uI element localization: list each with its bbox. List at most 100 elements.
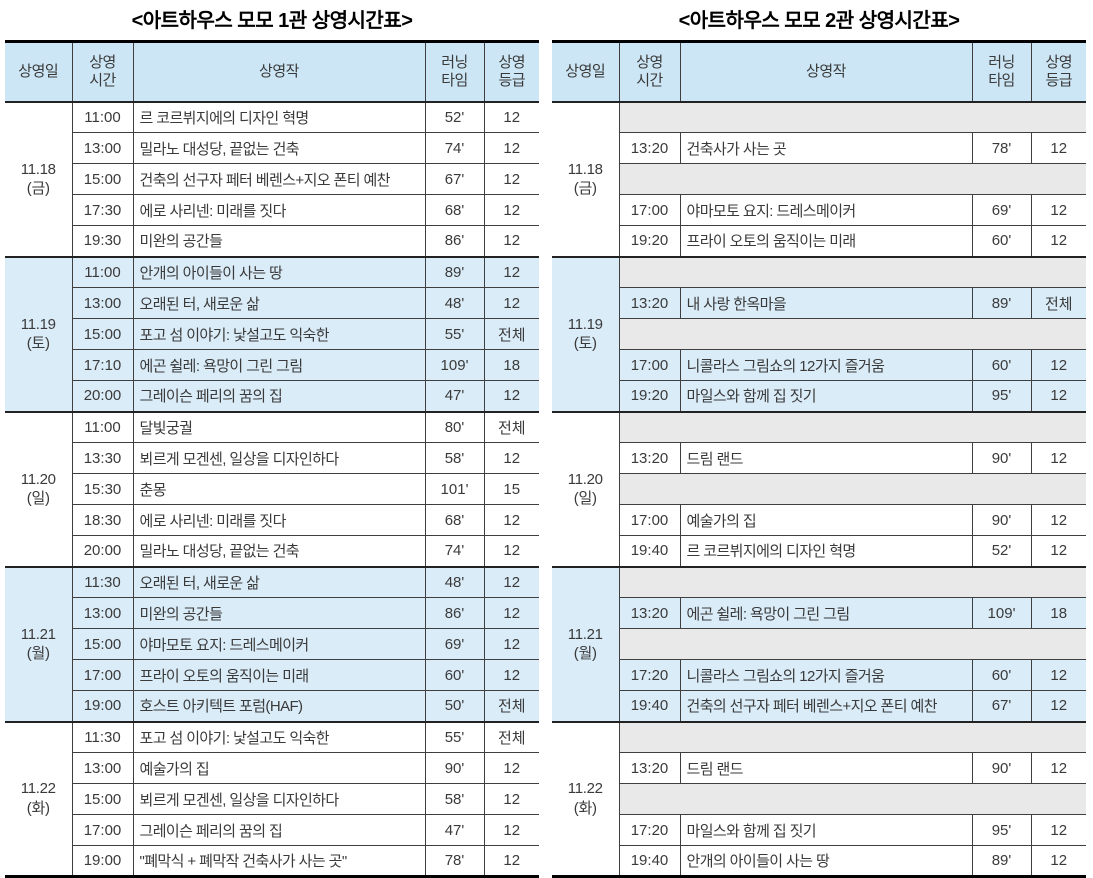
time-cell: 17:20 (618, 659, 681, 691)
screening-row: 19:40 건축의 선구자 페터 베렌스+지오 폰티 예찬 67' 12 (552, 690, 1086, 722)
film-title-cell: 르 코르뷔지에의 디자인 혁명 (132, 100, 426, 133)
header-film: 상영작 (132, 41, 426, 103)
time-cell: 19:00 (71, 845, 134, 877)
runtime-cell: 67' (971, 690, 1032, 722)
time-cell: 20:00 (71, 380, 134, 412)
time-cell: 17:00 (618, 504, 681, 536)
rating-cell: 12 (483, 845, 539, 877)
screening-row: 17:30 에로 사리넨: 미래를 짓다 68' 12 (5, 194, 539, 226)
screening-row: 13:20 에곤 쉴레: 욕망이 그린 그림 109' 18 (552, 597, 1086, 629)
runtime-cell: 50' (424, 690, 485, 722)
theater1-header-row: 상영일 상영 시간 상영작 러닝 타임 상영 등급 (5, 41, 539, 103)
runtime-cell: 86' (424, 225, 485, 257)
empty-slot-row (552, 628, 1086, 660)
runtime-cell: 90' (971, 442, 1032, 474)
time-cell: 13:00 (71, 597, 134, 629)
film-title-cell: 야마모토 요지: 드레스메이커 (679, 194, 973, 226)
runtime-cell: 67' (424, 163, 485, 195)
runtime-cell: 95' (971, 380, 1032, 412)
empty-slot-row (552, 783, 1086, 815)
rating-cell: 12 (483, 628, 539, 660)
film-title-cell: 호스트 아키텍트 포럼(HAF) (132, 690, 426, 722)
time-cell: 19:40 (618, 845, 681, 877)
empty-slot-cell (618, 255, 1086, 288)
rating-cell: 12 (1030, 690, 1086, 722)
time-cell: 17:00 (618, 194, 681, 226)
runtime-cell: 52' (971, 535, 1032, 567)
screening-row: 15:00 뵈르게 모겐센, 일상을 디자인하다 58' 12 (5, 783, 539, 815)
runtime-cell: 52' (424, 100, 485, 133)
empty-slot-row: 11.21 (월) (552, 565, 1086, 722)
screening-row: 19:40 안개의 아이들이 사는 땅 89' 12 (552, 845, 1086, 877)
screening-row: 15:00 야마모토 요지: 드레스메이커 69' 12 (5, 628, 539, 660)
runtime-cell: 60' (971, 659, 1032, 691)
date-cell: 11.22 (화) (5, 720, 73, 877)
film-title-cell: 예술가의 집 (679, 504, 973, 536)
screening-row: 19:30 미완의 공간들 86' 12 (5, 225, 539, 257)
theater1-timetable: 상영일 상영 시간 상영작 러닝 타임 상영 등급 11.18 (금) 11:00… (5, 40, 539, 878)
film-title-cell: "폐막식 + 폐막작 건축사가 사는 곳" (132, 845, 426, 877)
film-title-cell: 에곤 쉴레: 욕망이 그린 그림 (679, 597, 973, 629)
screening-row: 19:20 프라이 오토의 움직이는 미래 60' 12 (552, 225, 1086, 257)
runtime-cell: 101' (424, 473, 485, 505)
runtime-cell: 90' (424, 752, 485, 784)
time-cell: 13:00 (71, 287, 134, 319)
film-title-cell: 프라이 오토의 움직이는 미래 (132, 659, 426, 691)
screening-row: 11.19 (토) 11:00 안개의 아이들이 사는 땅 89' 12 (5, 255, 539, 412)
runtime-cell: 89' (971, 287, 1032, 319)
time-cell: 13:20 (618, 752, 681, 784)
rating-cell: 12 (1030, 380, 1086, 412)
film-title-cell: 그레이슨 페리의 꿈의 집 (132, 380, 426, 412)
screening-row: 17:20 마일스와 함께 집 짓기 95' 12 (552, 814, 1086, 846)
time-cell: 13:00 (71, 132, 134, 164)
time-cell: 15:00 (71, 163, 134, 195)
screening-row: 15:00 포고 섬 이야기: 낯설고도 익숙한 55' 전체 (5, 318, 539, 350)
screening-row: 19:20 마일스와 함께 집 짓기 95' 12 (552, 380, 1086, 412)
screening-row: 15:30 춘몽 101' 15 (5, 473, 539, 505)
empty-slot-row: 11.22 (화) (552, 720, 1086, 877)
rating-cell: 15 (483, 473, 539, 505)
film-title-cell: 오래된 터, 새로운 삶 (132, 287, 426, 319)
time-cell: 11:30 (71, 565, 134, 598)
header-rating: 상영 등급 (483, 41, 539, 103)
time-cell: 15:30 (71, 473, 134, 505)
screening-row: 18:30 에로 사리넨: 미래를 짓다 68' 12 (5, 504, 539, 536)
film-title-cell: 미완의 공간들 (132, 225, 426, 257)
time-cell: 17:10 (71, 349, 134, 381)
header-rating: 상영 등급 (1030, 41, 1086, 103)
runtime-cell: 55' (424, 318, 485, 350)
runtime-cell: 60' (424, 659, 485, 691)
time-cell: 13:20 (618, 132, 681, 164)
rating-cell: 12 (483, 380, 539, 412)
screening-row: 11.18 (금) 11:00 르 코르뷔지에의 디자인 혁명 52' 12 (5, 100, 539, 257)
rating-cell: 12 (483, 132, 539, 164)
screening-row: 11.22 (화) 11:30 포고 섬 이야기: 낯설고도 익숙한 55' 전체 (5, 720, 539, 877)
empty-slot-row: 11.18 (금) (552, 100, 1086, 257)
empty-slot-row: 11.19 (토) (552, 255, 1086, 412)
film-title-cell: 안개의 아이들이 사는 땅 (132, 255, 426, 288)
screening-row: 13:30 뵈르게 모겐센, 일상을 디자인하다 58' 12 (5, 442, 539, 474)
screening-row: 13:20 드림 랜드 90' 12 (552, 752, 1086, 784)
theater2-timetable: 상영일 상영 시간 상영작 러닝 타임 상영 등급 11.18 (금) 13:20… (552, 40, 1086, 878)
film-title-cell: 춘몽 (132, 473, 426, 505)
screening-row: 13:00 오래된 터, 새로운 삶 48' 12 (5, 287, 539, 319)
time-cell: 17:00 (618, 349, 681, 381)
empty-slot-row (552, 318, 1086, 350)
screening-row: 13:20 드림 랜드 90' 12 (552, 442, 1086, 474)
screening-row: 17:00 그레이슨 페리의 꿈의 집 47' 12 (5, 814, 539, 846)
rating-cell: 12 (1030, 659, 1086, 691)
theater2-title: <아트하우스 모모 2관 상영시간표> (678, 10, 960, 32)
rating-cell: 12 (1030, 752, 1086, 784)
runtime-cell: 78' (971, 132, 1032, 164)
time-cell: 19:00 (71, 690, 134, 722)
time-cell: 17:00 (71, 659, 134, 691)
screening-row: 20:00 밀라노 대성당, 끝없는 건축 74' 12 (5, 535, 539, 567)
film-title-cell: 포고 섬 이야기: 낯설고도 익숙한 (132, 318, 426, 350)
date-cell: 11.20 (일) (5, 410, 73, 567)
film-title-cell: 오래된 터, 새로운 삶 (132, 565, 426, 598)
theater2-header-row: 상영일 상영 시간 상영작 러닝 타임 상영 등급 (552, 41, 1086, 103)
screening-row: 17:00 니콜라스 그림쇼의 12가지 즐거움 60' 12 (552, 349, 1086, 381)
empty-slot-cell (618, 318, 1086, 350)
screening-row: 20:00 그레이슨 페리의 꿈의 집 47' 12 (5, 380, 539, 412)
